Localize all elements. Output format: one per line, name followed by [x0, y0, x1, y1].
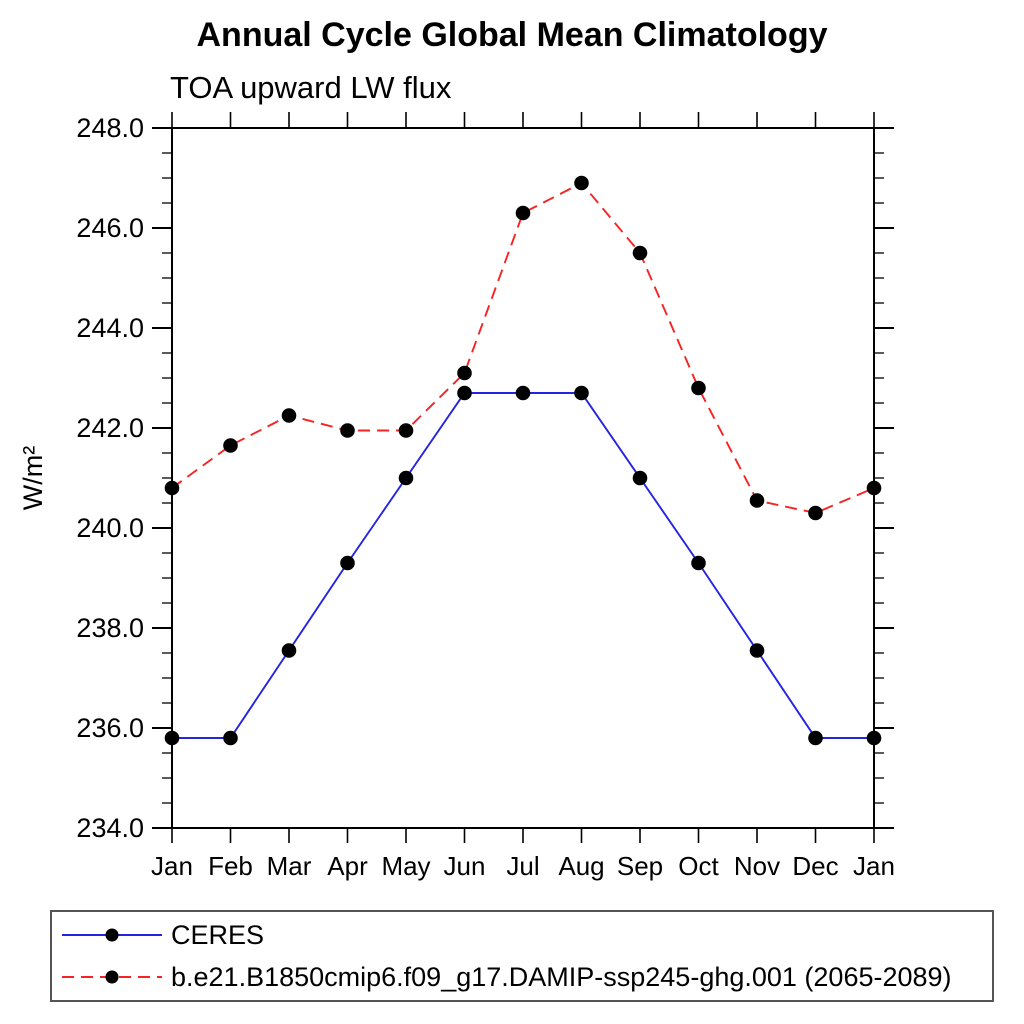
data-point-marker [515, 205, 531, 221]
ceres-line-sample-icon [62, 928, 162, 942]
data-point-marker [749, 493, 765, 508]
y-axis-tick-label: 236.0 [76, 713, 144, 743]
data-point-marker [340, 423, 355, 438]
x-axis-tick-label: Jan [853, 851, 895, 881]
data-point-marker [398, 470, 414, 486]
x-axis-tick-label: May [381, 851, 430, 881]
x-axis-tick-label: Apr [327, 851, 368, 881]
data-point-marker [164, 480, 180, 496]
legend-label-model: b.e21.B1850cmip6.f09_g17.DAMIP-ssp245-gh… [171, 961, 952, 992]
data-point-marker [866, 730, 882, 746]
legend-marker [105, 928, 119, 942]
data-point-marker [457, 385, 472, 401]
data-point-marker [281, 643, 297, 658]
plot-area: 234.0 236.0 238.0 240.0 242.0 244.0 246.0 248.0… [76, 112, 895, 881]
data-point-marker [808, 730, 823, 746]
legend: CERES b.e21.B1850cmip6.f09_g17.DAMIP-ssp… [50, 910, 994, 1002]
data-point-marker [691, 555, 706, 571]
x-axis-tick-label: Aug [558, 851, 604, 881]
data-point-marker [457, 365, 472, 381]
legend-marker [105, 970, 119, 984]
legend-item-model: b.e21.B1850cmip6.f09_g17.DAMIP-ssp245-gh… [58, 956, 992, 998]
y-axis-tick-label: 238.0 [76, 613, 144, 643]
legend-label-ceres: CERES [171, 919, 265, 950]
series-line-1 [171, 181, 875, 514]
data-point-marker [749, 643, 765, 658]
y-axis-tick-label: 242.0 [76, 413, 144, 443]
y-axis-tick-label: 246.0 [76, 213, 144, 243]
data-point-marker [340, 555, 355, 571]
data-point-marker [574, 385, 589, 401]
data-point-marker [808, 505, 823, 521]
data-point-marker [866, 480, 882, 496]
legend-item-ceres: CERES [58, 914, 992, 956]
plot-frame [171, 127, 875, 829]
data-point-marker [632, 470, 648, 486]
data-point-marker [164, 730, 180, 746]
x-axis-tick-label: Jul [506, 851, 539, 881]
chart-title: Annual Cycle Global Mean Climatology [196, 16, 828, 54]
series-line-0 [172, 392, 874, 739]
data-point-marker [574, 175, 589, 191]
x-axis-tick-label: Feb [208, 851, 253, 881]
x-axis-tick-label: Nov [734, 851, 780, 881]
x-axis-tick-label: Jun [444, 851, 486, 881]
data-point-marker [223, 438, 238, 453]
data-point-marker [398, 423, 414, 438]
data-point-marker [223, 730, 238, 746]
data-point-marker [632, 245, 648, 261]
y-axis-tick-label: 248.0 [76, 113, 144, 143]
x-axis-tick-label: Oct [678, 851, 719, 881]
data-point-marker [281, 408, 297, 423]
x-axis-tick-label: Mar [267, 851, 312, 881]
y-axis-tick-label: 240.0 [76, 513, 144, 543]
y-axis-tick-label: 234.0 [76, 813, 144, 843]
data-point-marker [515, 385, 531, 401]
x-axis-tick-label: Jan [151, 851, 193, 881]
x-axis-tick-label: Sep [617, 851, 663, 881]
x-axis-tick-label: Dec [792, 851, 838, 881]
chart-subtitle: TOA upward LW flux [170, 70, 452, 105]
y-axis-tick-label: 244.0 [76, 313, 144, 343]
data-point-marker [691, 380, 706, 396]
model-line-sample-icon [62, 970, 162, 984]
